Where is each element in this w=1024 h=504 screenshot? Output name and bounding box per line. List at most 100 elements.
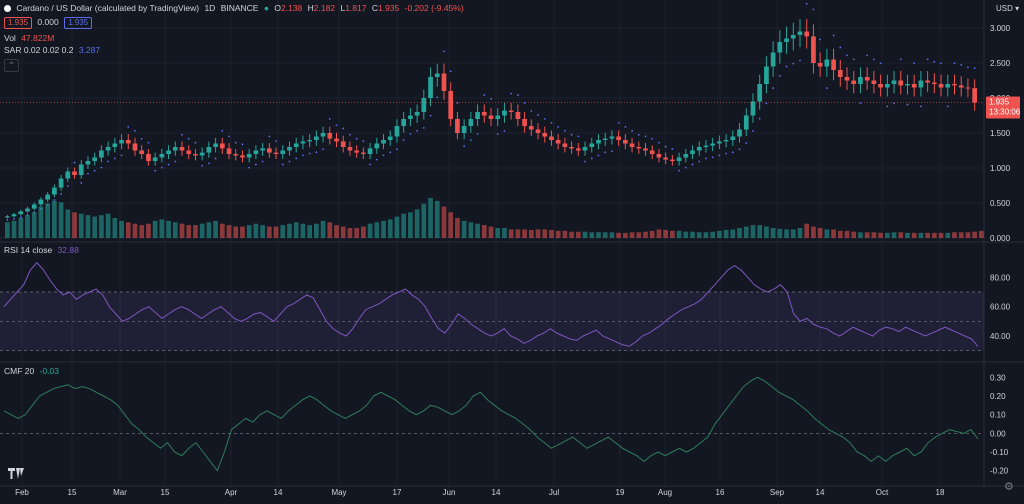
candle-body[interactable] bbox=[233, 154, 239, 156]
candle-body[interactable] bbox=[898, 80, 904, 86]
candle-body[interactable] bbox=[58, 178, 64, 188]
candle-body[interactable] bbox=[616, 136, 621, 141]
candle-body[interactable] bbox=[65, 171, 71, 179]
candle-body[interactable] bbox=[609, 136, 615, 139]
candle-body[interactable] bbox=[515, 112, 521, 119]
candle-body[interactable] bbox=[72, 171, 77, 176]
candle-body[interactable] bbox=[179, 147, 185, 151]
candle-body[interactable] bbox=[952, 84, 957, 86]
candle-body[interactable] bbox=[240, 155, 245, 158]
candle-body[interactable] bbox=[475, 112, 480, 119]
candle-body[interactable] bbox=[287, 147, 292, 151]
candle-body[interactable] bbox=[354, 150, 360, 153]
candle-body[interactable] bbox=[743, 115, 749, 130]
candle-body[interactable] bbox=[622, 140, 628, 144]
candle-body[interactable] bbox=[502, 110, 507, 116]
candle-body[interactable] bbox=[535, 129, 541, 134]
candle-body[interactable] bbox=[555, 140, 561, 144]
candle-body[interactable] bbox=[441, 73, 447, 92]
candle-body[interactable] bbox=[676, 157, 682, 162]
price-pane[interactable] bbox=[0, 2, 984, 221]
candle-body[interactable] bbox=[508, 110, 514, 112]
candle-body[interactable] bbox=[757, 84, 763, 102]
candle-body[interactable] bbox=[226, 148, 232, 154]
candle-body[interactable] bbox=[790, 35, 796, 39]
candle-body[interactable] bbox=[871, 80, 877, 85]
candle-body[interactable] bbox=[764, 66, 769, 85]
ask-box[interactable]: 1.935 bbox=[64, 17, 93, 29]
candle-body[interactable] bbox=[575, 148, 581, 151]
candle-body[interactable] bbox=[562, 143, 568, 148]
candle-body[interactable] bbox=[817, 63, 823, 67]
rsi-pane[interactable] bbox=[0, 261, 984, 352]
candle-body[interactable] bbox=[374, 143, 380, 149]
candle-body[interactable] bbox=[25, 208, 30, 212]
candle-body[interactable] bbox=[468, 119, 474, 126]
candle-body[interactable] bbox=[636, 147, 642, 149]
candle-body[interactable] bbox=[461, 126, 467, 133]
candle-body[interactable] bbox=[945, 84, 951, 88]
candle-body[interactable] bbox=[280, 150, 286, 155]
candle-body[interactable] bbox=[5, 216, 10, 218]
cmf-legend[interactable]: CMF 20 -0.03 bbox=[4, 366, 62, 377]
candle-body[interactable] bbox=[99, 150, 104, 158]
candle-body[interactable] bbox=[804, 31, 810, 37]
candle-body[interactable] bbox=[132, 143, 138, 151]
cmf-line[interactable] bbox=[3, 376, 979, 472]
candle-body[interactable] bbox=[569, 147, 574, 149]
candle-body[interactable] bbox=[918, 80, 924, 88]
candle-body[interactable] bbox=[938, 84, 944, 88]
candle-body[interactable] bbox=[408, 115, 413, 120]
candle-body[interactable] bbox=[670, 159, 675, 161]
candle-body[interactable] bbox=[85, 161, 91, 165]
candle-body[interactable] bbox=[972, 88, 977, 103]
candle-body[interactable] bbox=[166, 150, 171, 155]
candle-body[interactable] bbox=[52, 187, 57, 195]
candle-body[interactable] bbox=[78, 164, 84, 176]
candle-body[interactable] bbox=[884, 84, 890, 88]
candle-body[interactable] bbox=[864, 77, 870, 81]
candle-body[interactable] bbox=[119, 140, 124, 144]
candle-body[interactable] bbox=[172, 147, 178, 151]
candle-body[interactable] bbox=[831, 59, 836, 71]
candle-body[interactable] bbox=[905, 84, 910, 86]
candle-body[interactable] bbox=[199, 152, 205, 156]
candle-body[interactable] bbox=[602, 138, 608, 140]
candle-body[interactable] bbox=[273, 152, 279, 154]
candle-body[interactable] bbox=[293, 143, 299, 148]
candle-body[interactable] bbox=[723, 140, 729, 142]
candle-body[interactable] bbox=[266, 148, 272, 153]
candle-body[interactable] bbox=[45, 194, 51, 200]
candle-body[interactable] bbox=[253, 150, 259, 155]
candle-body[interactable] bbox=[730, 136, 736, 141]
candle-body[interactable] bbox=[300, 141, 306, 144]
candle-body[interactable] bbox=[455, 119, 460, 133]
symbol-legend[interactable]: Cardano / US Dollar (calculated by Tradi… bbox=[4, 3, 467, 14]
candle-body[interactable] bbox=[582, 147, 588, 151]
cmf-pane[interactable] bbox=[0, 376, 984, 472]
candle-body[interactable] bbox=[307, 140, 312, 142]
candle-body[interactable] bbox=[146, 154, 151, 161]
volume-legend[interactable]: Vol 47.822M bbox=[4, 33, 57, 44]
candle-body[interactable] bbox=[394, 126, 400, 137]
candle-body[interactable] bbox=[327, 133, 333, 139]
candle-body[interactable] bbox=[824, 59, 830, 67]
candle-body[interactable] bbox=[421, 98, 427, 112]
collapse-legend-button[interactable]: ⌃ bbox=[4, 59, 22, 72]
candle-body[interactable] bbox=[367, 148, 373, 154]
candle-body[interactable] bbox=[542, 133, 548, 137]
candle-body[interactable] bbox=[152, 157, 158, 162]
candle-body[interactable] bbox=[92, 157, 98, 162]
settings-icon[interactable]: ⚙ bbox=[1004, 481, 1014, 493]
candle-body[interactable] bbox=[488, 115, 494, 120]
candle-body[interactable] bbox=[320, 133, 326, 137]
candle-body[interactable] bbox=[784, 38, 789, 43]
candle-body[interactable] bbox=[703, 145, 709, 147]
candle-body[interactable] bbox=[878, 84, 883, 88]
candle-body[interactable] bbox=[428, 77, 433, 98]
candle-body[interactable] bbox=[314, 136, 319, 141]
candle-body[interactable] bbox=[911, 84, 917, 88]
candle-body[interactable] bbox=[737, 129, 742, 137]
